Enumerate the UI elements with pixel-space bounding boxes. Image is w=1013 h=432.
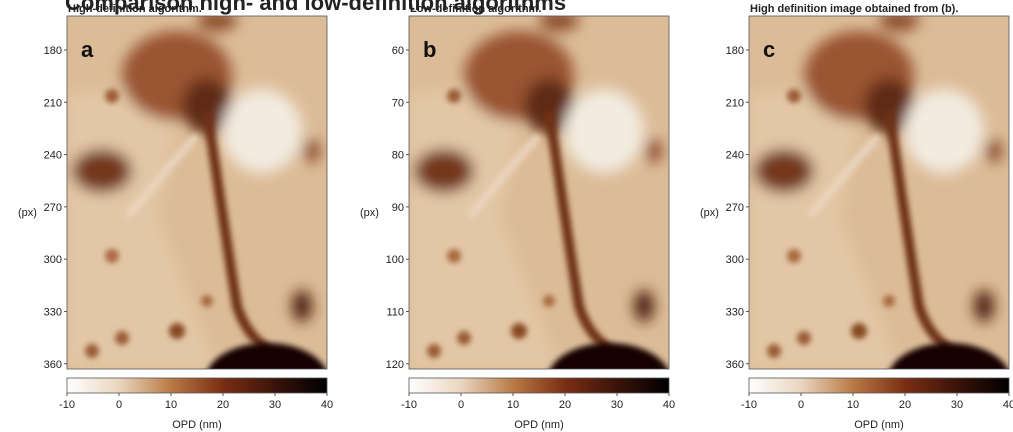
colorbar-tick-label: 10 bbox=[165, 399, 177, 411]
colorbar-tick-label: 40 bbox=[321, 399, 333, 411]
y-tick-label: 300 bbox=[44, 254, 62, 266]
y-tick-label: 180 bbox=[726, 45, 744, 57]
image-frame bbox=[748, 15, 1010, 370]
panel-title: High-definition algorithm. bbox=[68, 3, 202, 15]
colorbar-tick-label: 20 bbox=[217, 399, 229, 411]
colorbar-label: OPD (nm) bbox=[172, 419, 222, 431]
y-tick-label: 110 bbox=[386, 306, 404, 318]
y-tick-label: 360 bbox=[726, 359, 744, 371]
image bbox=[749, 11, 1011, 419]
colorbar-tick-label: 20 bbox=[899, 399, 911, 411]
colorbar-tick-label: 30 bbox=[611, 399, 623, 411]
y-tick-label: 270 bbox=[726, 202, 744, 214]
y-tick-label: 70 bbox=[392, 97, 404, 109]
colorbar-tick-label: 10 bbox=[507, 399, 519, 411]
colorbar-tick-label: 10 bbox=[847, 399, 859, 411]
image-frame bbox=[66, 15, 328, 370]
y-axis-label: (px) bbox=[18, 207, 37, 219]
colorbar-label: OPD (nm) bbox=[854, 419, 904, 431]
colorbar-tick-label: -10 bbox=[59, 399, 75, 411]
y-tick-label: 210 bbox=[44, 97, 62, 109]
panel-label: b bbox=[423, 37, 436, 62]
panel-label: c bbox=[763, 37, 775, 62]
colorbar-tick-label: 0 bbox=[798, 399, 804, 411]
y-tick-label: 240 bbox=[726, 150, 744, 162]
colorbar-tick-label: 0 bbox=[458, 399, 464, 411]
colorbar-tick-label: 20 bbox=[559, 399, 571, 411]
image-frame bbox=[408, 15, 670, 370]
figure-title: Comparison high- and low-definition algo… bbox=[65, 0, 566, 15]
panel-title: High definition image obtained from (b). bbox=[750, 3, 958, 15]
colorbar-tick-label: 0 bbox=[116, 399, 122, 411]
y-tick-label: 330 bbox=[44, 306, 62, 318]
y-tick-label: 80 bbox=[392, 150, 404, 162]
panel-label: a bbox=[81, 37, 94, 62]
y-tick-label: 270 bbox=[44, 202, 62, 214]
y-tick-label: 60 bbox=[392, 45, 404, 57]
colorbar bbox=[66, 377, 328, 394]
colorbar bbox=[408, 377, 670, 394]
colorbar-tick-label: 40 bbox=[663, 399, 675, 411]
y-tick-label: 240 bbox=[44, 150, 62, 162]
y-tick-label: 300 bbox=[726, 254, 744, 266]
colorbar-tick-label: 30 bbox=[269, 399, 281, 411]
colorbar-tick-label: -10 bbox=[741, 399, 757, 411]
y-axis-label: (px) bbox=[360, 207, 379, 219]
y-tick-label: 100 bbox=[386, 254, 404, 266]
y-tick-label: 120 bbox=[386, 359, 404, 371]
image bbox=[67, 11, 329, 419]
y-tick-label: 360 bbox=[44, 359, 62, 371]
colorbar-tick-label: 40 bbox=[1003, 399, 1013, 411]
image bbox=[409, 11, 671, 419]
colorbar bbox=[748, 377, 1010, 394]
y-tick-label: 330 bbox=[726, 306, 744, 318]
colorbar-label: OPD (nm) bbox=[514, 419, 564, 431]
colorbar-tick-label: -10 bbox=[401, 399, 417, 411]
colorbar-tick-label: 30 bbox=[951, 399, 963, 411]
y-axis-label: (px) bbox=[700, 207, 719, 219]
y-tick-label: 90 bbox=[392, 202, 404, 214]
panel-title: Low-definition algorithm. bbox=[410, 3, 541, 15]
y-tick-label: 210 bbox=[726, 97, 744, 109]
y-tick-label: 180 bbox=[44, 45, 62, 57]
